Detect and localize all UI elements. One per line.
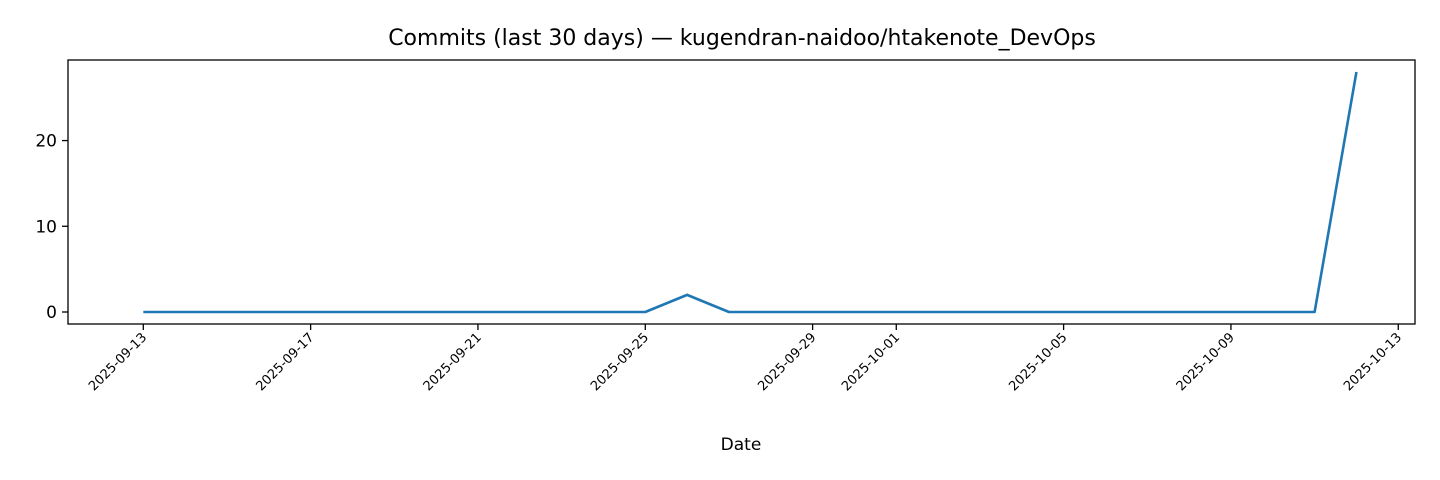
series-line <box>143 71 1358 314</box>
x-axis-label: Date <box>721 435 762 455</box>
axes-frame <box>67 59 1416 325</box>
y-tick-label: 20 <box>35 132 57 152</box>
y-tick-label: 10 <box>35 217 57 237</box>
y-tick-label: 0 <box>46 303 57 323</box>
chart-title: Commits (last 30 days) — kugendran-naido… <box>388 26 1096 51</box>
